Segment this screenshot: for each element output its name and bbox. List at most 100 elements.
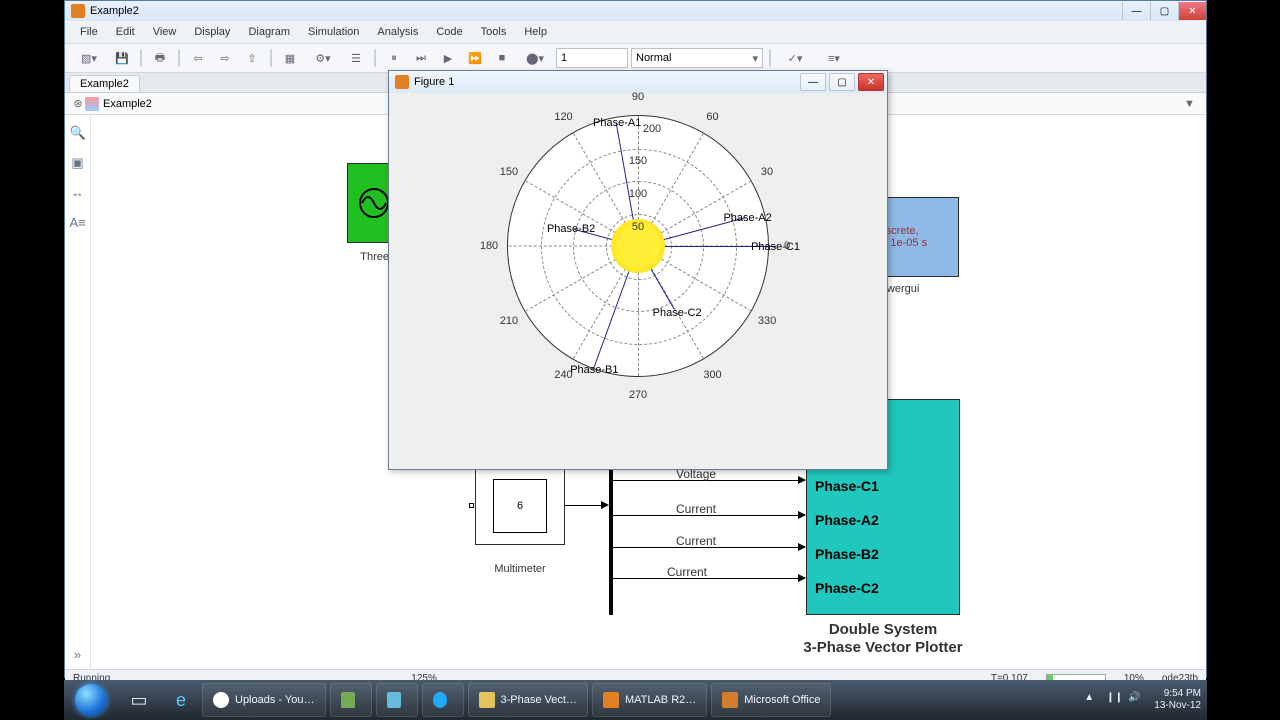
print-button[interactable]: 🖶	[148, 47, 172, 69]
arrow-icon	[798, 511, 806, 519]
phase-label: Phase-B1	[570, 364, 618, 376]
angle-tick-label: 30	[761, 166, 773, 178]
breadcrumb-root[interactable]: Example2	[103, 98, 152, 110]
up-button[interactable]: ⇧	[240, 47, 264, 69]
pan-icon[interactable]: ↔	[70, 185, 86, 201]
stop-time-input[interactable]	[556, 48, 628, 68]
menu-tools[interactable]: Tools	[472, 26, 516, 38]
tune-button[interactable]: ≡▾	[816, 47, 852, 69]
sim-mode-select[interactable]: Normal	[631, 48, 763, 68]
pinned-explorer[interactable]: ▭	[118, 683, 160, 717]
toolbar: ▧▾ 💾 🖶 ⇦ ⇨ ⇧ ▦ ⚙▾ ☰ ⏸ ⏭ ▶ ⏩ ■ ⬤▾ Normal …	[65, 43, 1206, 73]
block-multimeter[interactable]: 6	[475, 467, 565, 545]
arrow-icon	[798, 574, 806, 582]
port-icon	[469, 503, 474, 508]
breadcrumb-dropdown[interactable]: ▼	[1184, 98, 1200, 110]
explorer-button[interactable]: ☰	[344, 47, 368, 69]
separator	[140, 49, 142, 67]
title-bar[interactable]: Example2 — ▢ ✕	[65, 1, 1206, 21]
arrow-icon	[798, 476, 806, 484]
library-button[interactable]: ▦	[278, 47, 302, 69]
figure-title-bar[interactable]: Figure 1 — ▢ ✕	[389, 71, 887, 93]
angle-tick-label: 210	[500, 315, 518, 327]
task-chrome[interactable]: Uploads - You…	[202, 683, 326, 717]
task-label: Microsoft Office	[744, 694, 820, 706]
windows-orb-icon	[75, 684, 107, 716]
config-button[interactable]: ⚙▾	[305, 47, 341, 69]
signal-label: Current	[676, 502, 716, 516]
task-skype[interactable]	[422, 683, 464, 717]
pause-button[interactable]: ⏸	[382, 47, 406, 69]
separator	[769, 49, 771, 67]
matlab-icon	[603, 692, 619, 708]
collapse-icon[interactable]: »	[70, 647, 86, 663]
vplot-port: Phase-C2	[815, 580, 879, 596]
menu-edit[interactable]: Edit	[107, 26, 144, 38]
record-button[interactable]: ⬤▾	[517, 47, 553, 69]
skype-icon	[433, 692, 447, 708]
angle-tick-label: 270	[629, 389, 647, 401]
chrome-icon	[213, 692, 229, 708]
vplot-port: Phase-A2	[815, 512, 879, 528]
new-model-button[interactable]: ▧▾	[71, 47, 107, 69]
explorer-icon: ▭	[130, 690, 147, 711]
zoom-icon[interactable]: 🔍	[70, 125, 86, 141]
figure-maximize-button[interactable]: ▢	[829, 73, 855, 91]
task-item[interactable]	[330, 683, 372, 717]
pinned-ie[interactable]: e	[160, 683, 202, 717]
fit-icon[interactable]: ▣	[70, 155, 86, 171]
figure-close-button[interactable]: ✕	[858, 73, 884, 91]
angle-tick-label: 180	[480, 240, 498, 252]
annotate-icon[interactable]: A≡	[70, 215, 86, 231]
figure-window[interactable]: Figure 1 — ▢ ✕ Phase-A1Phase-A2Phase-C1P…	[388, 70, 888, 470]
multimeter-value: 6	[517, 500, 523, 512]
task-folder[interactable]: 3-Phase Vect…	[468, 683, 588, 717]
fwd-button[interactable]: ⇨	[213, 47, 237, 69]
task-icon	[387, 692, 401, 708]
figure-icon	[395, 75, 409, 89]
block-label-vplot-l2: 3-Phase Vector Plotter	[803, 639, 962, 656]
step-button[interactable]: ⏭	[409, 47, 433, 69]
task-item[interactable]	[376, 683, 418, 717]
tray-clock[interactable]: 9:54 PM 13-Nov-12	[1154, 688, 1201, 712]
back-button[interactable]: ⇦	[186, 47, 210, 69]
tray-vol-icon[interactable]: 🔊	[1128, 692, 1144, 708]
minimize-button[interactable]: —	[1122, 2, 1150, 20]
separator	[270, 49, 272, 67]
menu-file[interactable]: File	[71, 26, 107, 38]
menu-help[interactable]: Help	[515, 26, 556, 38]
step-fwd-button[interactable]: ⏩	[463, 47, 487, 69]
tray-net-icon[interactable]: ❙❙	[1106, 692, 1122, 708]
angle-tick-label: 90	[632, 91, 644, 103]
menu-view[interactable]: View	[144, 26, 186, 38]
maximize-button[interactable]: ▢	[1150, 2, 1178, 20]
stop-button[interactable]: ■	[490, 47, 514, 69]
task-matlab[interactable]: MATLAB R2…	[592, 683, 707, 717]
app-icon	[71, 4, 85, 18]
task-label: MATLAB R2…	[625, 694, 696, 706]
menu-analysis[interactable]: Analysis	[368, 26, 427, 38]
model-tab[interactable]: Example2	[69, 75, 140, 92]
menu-display[interactable]: Display	[185, 26, 239, 38]
canvas-tool-strip: 🔍 ▣ ↔ A≡ »	[65, 115, 91, 669]
arrow-icon	[601, 501, 609, 509]
system-tray[interactable]: ▲ ❙❙ 🔊 9:54 PM 13-Nov-12	[1078, 688, 1207, 712]
menu-code[interactable]: Code	[427, 26, 471, 38]
clock-time: 9:54 PM	[1154, 688, 1201, 700]
phase-label: Phase-A2	[723, 212, 771, 224]
task-label: 3-Phase Vect…	[501, 694, 577, 706]
fastrestart-button[interactable]: ✓▾	[777, 47, 813, 69]
task-office[interactable]: Microsoft Office	[711, 683, 831, 717]
expand-icon[interactable]: ⊛	[71, 97, 85, 110]
wire	[613, 578, 805, 579]
menu-diagram[interactable]: Diagram	[239, 26, 299, 38]
figure-minimize-button[interactable]: —	[800, 73, 826, 91]
run-button[interactable]: ▶	[436, 47, 460, 69]
menu-simulation[interactable]: Simulation	[299, 26, 368, 38]
close-button[interactable]: ✕	[1178, 2, 1206, 20]
save-button[interactable]: 💾	[110, 47, 134, 69]
radius-tick-label: 150	[629, 155, 647, 167]
angle-tick-label: 60	[706, 111, 718, 123]
start-button[interactable]	[64, 680, 118, 720]
tray-flag-icon[interactable]: ▲	[1084, 692, 1100, 708]
